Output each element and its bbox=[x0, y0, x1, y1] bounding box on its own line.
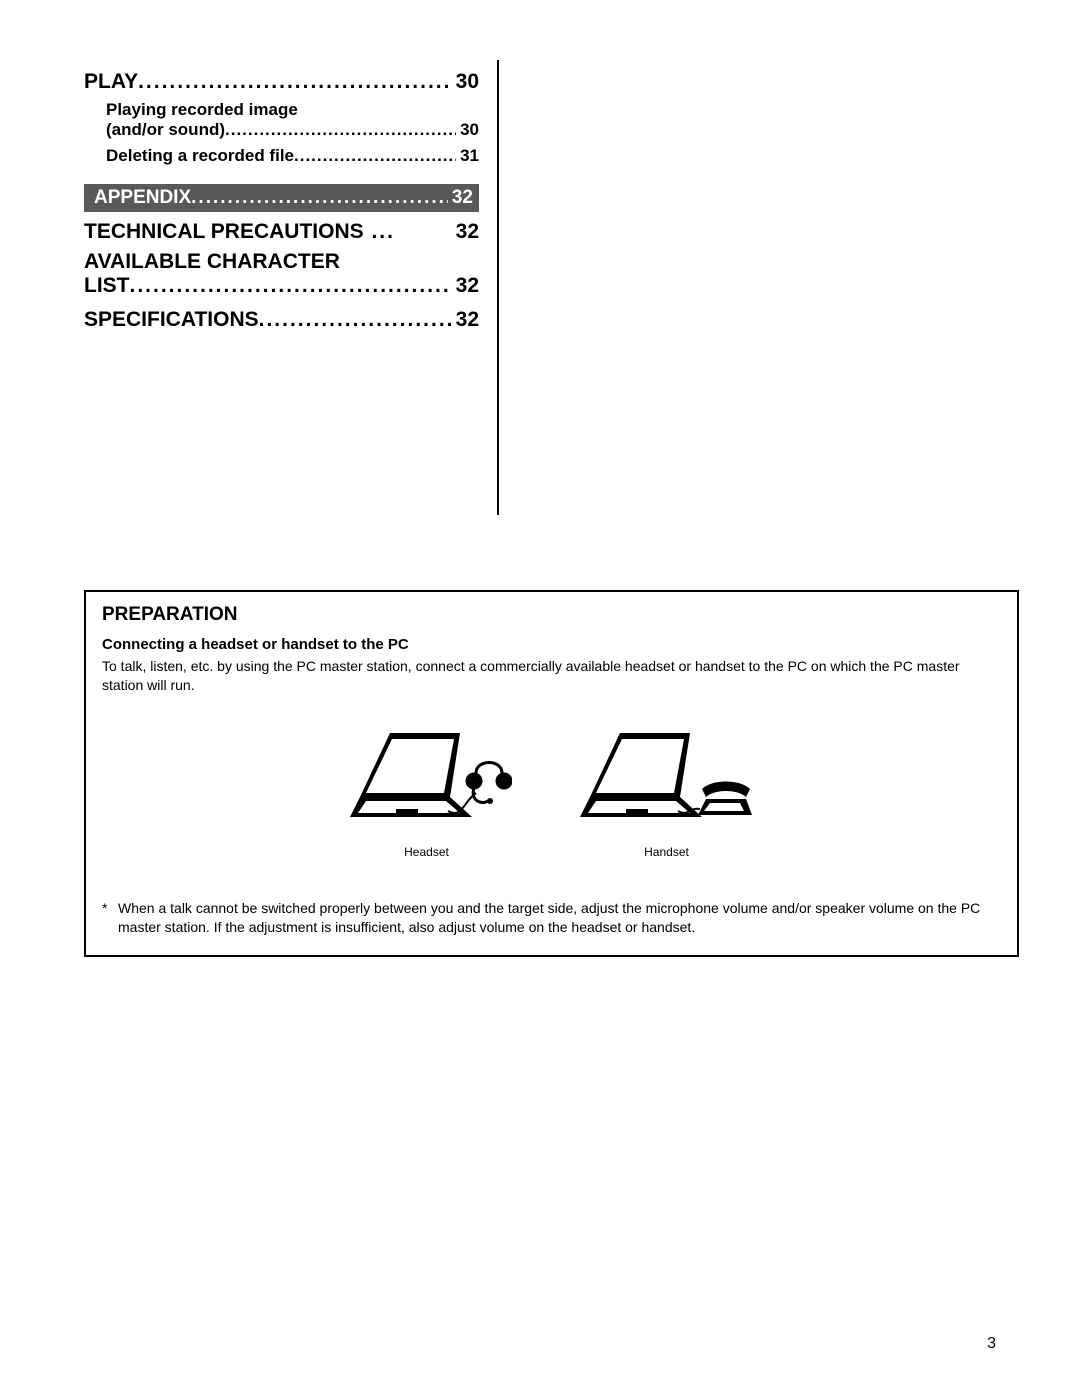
toc-label: TECHNICAL PRECAUTIONS bbox=[84, 220, 364, 244]
section-label: APPENDIX bbox=[94, 187, 191, 209]
caption-handset: Handset bbox=[644, 845, 689, 859]
toc-leader-dots: ........................................… bbox=[130, 274, 452, 298]
toc-label: Deleting a recorded file bbox=[106, 146, 294, 166]
toc-label: SPECIFICATIONS bbox=[84, 308, 259, 332]
preparation-footnote: * When a talk cannot be switched properl… bbox=[102, 899, 1001, 937]
section-bar-appendix: APPENDIX ...............................… bbox=[84, 184, 479, 212]
toc-entry-play: PLAY ...................................… bbox=[84, 70, 479, 94]
preparation-body: To talk, listen, etc. by using the PC ma… bbox=[102, 657, 1001, 695]
caption-headset: Headset bbox=[404, 845, 449, 859]
page-number: 3 bbox=[987, 1335, 996, 1353]
footnote-marker: * bbox=[102, 899, 118, 937]
toc-page-number: 32 bbox=[452, 308, 479, 332]
toc-label-line2: (and/or sound) bbox=[106, 120, 225, 140]
toc-page-number: 30 bbox=[452, 70, 479, 94]
preparation-title: PREPARATION bbox=[102, 604, 1001, 626]
toc-leader-dots: ........................................… bbox=[294, 146, 456, 166]
toc-entry-charlist: AVAILABLE CHARACTER LIST ...............… bbox=[84, 250, 479, 298]
toc-label: PLAY bbox=[84, 70, 138, 94]
toc-left-column: PLAY ...................................… bbox=[84, 60, 497, 530]
toc-page-number: 32 bbox=[452, 220, 479, 244]
illustration-handset: Handset bbox=[572, 719, 762, 859]
preparation-subtitle: Connecting a headset or handset to the P… bbox=[102, 636, 1001, 653]
toc-page-number: 31 bbox=[456, 146, 479, 166]
manual-page: PLAY ...................................… bbox=[0, 0, 1080, 1397]
toc-leader-dots: ........................................… bbox=[259, 308, 452, 332]
laptop-headset-icon bbox=[342, 719, 512, 839]
two-column-region: PLAY ...................................… bbox=[84, 60, 1020, 530]
toc-entry-technical: TECHNICAL PRECAUTIONS ... 32 bbox=[84, 220, 479, 244]
toc-entry-specs: SPECIFICATIONS .........................… bbox=[84, 308, 479, 332]
toc-label-line1: AVAILABLE CHARACTER bbox=[84, 250, 479, 274]
toc-entry-playing-recorded: Playing recorded image (and/or sound) ..… bbox=[84, 100, 479, 140]
section-page-number: 32 bbox=[448, 187, 473, 209]
illustration-headset: Headset bbox=[342, 719, 512, 859]
illustration-row: Headset bbox=[102, 719, 1001, 859]
preparation-box: PREPARATION Connecting a headset or hand… bbox=[84, 590, 1019, 957]
footnote-text: When a talk cannot be switched properly … bbox=[118, 899, 1001, 937]
toc-page-number: 32 bbox=[452, 274, 479, 298]
toc-page-number: 30 bbox=[456, 120, 479, 140]
toc-entry-deleting: Deleting a recorded file ...............… bbox=[84, 146, 479, 166]
toc-label-line1: Playing recorded image bbox=[106, 100, 479, 120]
laptop-handset-icon bbox=[572, 719, 762, 839]
column-divider bbox=[497, 60, 499, 515]
toc-leader-dots: ... bbox=[364, 220, 452, 244]
toc-leader-dots: ........................................… bbox=[138, 70, 452, 94]
toc-label-line2: LIST bbox=[84, 274, 130, 298]
toc-leader-dots: ........................................… bbox=[191, 187, 448, 209]
toc-leader-dots: ........................................… bbox=[225, 120, 456, 140]
